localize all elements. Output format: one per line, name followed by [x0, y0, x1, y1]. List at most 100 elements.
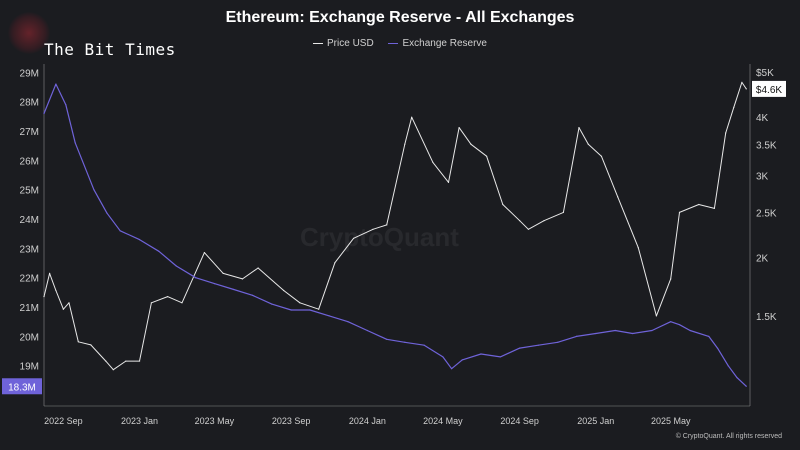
price-data-point	[578, 126, 580, 129]
price-data-point	[527, 228, 529, 230]
left-axis-tick-label: 27M	[20, 127, 39, 138]
right-axis-tick-label: 3.5K	[756, 140, 777, 151]
price-data-point	[485, 155, 488, 157]
price-data-point	[587, 143, 589, 145]
reserve-data-point	[347, 321, 349, 323]
reserve-data-point	[119, 230, 121, 232]
reserve-data-point	[575, 335, 578, 337]
reserve-data-point	[499, 356, 501, 358]
watermark-text: The Bit Times	[44, 40, 176, 59]
reserve-data-point	[106, 212, 108, 214]
price-data-point	[372, 228, 374, 230]
price-data-point	[222, 272, 224, 274]
reserve-data-point	[328, 315, 330, 317]
reserve-data-point	[65, 104, 67, 106]
price-data-point	[713, 207, 716, 209]
x-axis-tick-label: 2023 May	[195, 416, 235, 426]
reserve-data-point	[670, 321, 672, 323]
price-last-value-label: $4.6K	[756, 85, 782, 96]
reserve-data-point	[557, 341, 559, 343]
left-axis-tick-label: 20M	[20, 332, 39, 343]
price-data-point	[404, 143, 406, 145]
reserve-last-value-badge	[2, 378, 42, 395]
price-data-point	[299, 302, 301, 304]
price-data-point	[386, 224, 388, 226]
price-data-point	[733, 106, 735, 108]
x-axis-tick-label: 2024 Sep	[500, 416, 539, 426]
reserve-data-point	[158, 250, 160, 252]
legend-item-reserve[interactable]: Exchange Reserve	[388, 38, 487, 49]
legend-swatch-reserve	[388, 42, 399, 44]
right-axis-tick-label: 1.5K	[756, 312, 777, 323]
legend-swatch-price	[313, 42, 324, 44]
price-data-point	[502, 203, 504, 206]
reserve-data-point	[290, 309, 292, 311]
reserve-data-point	[138, 239, 141, 241]
price-data-point	[600, 155, 603, 157]
legend-label-reserve: Exchange Reserve	[402, 38, 487, 49]
price-data-point	[745, 88, 747, 90]
chart-legend: Price USD Exchange Reserve	[0, 38, 800, 49]
price-data-point	[617, 196, 619, 198]
reserve-last-value-label: 18.3M	[8, 382, 36, 393]
left-axis-tick-label: 28M	[20, 98, 39, 109]
price-data-point	[543, 220, 545, 222]
price-data-point	[55, 289, 57, 292]
reserve-data-point	[93, 189, 95, 191]
price-data-point	[150, 302, 152, 304]
reserve-data-point	[386, 338, 388, 340]
price-data-point	[49, 272, 51, 274]
price-data-point	[166, 295, 169, 298]
price-data-point	[318, 308, 320, 310]
reserve-data-point	[537, 344, 539, 346]
right-axis-tick-label: 4K	[756, 113, 769, 124]
chart-title: Ethereum: Exchange Reserve - All Exchang…	[225, 9, 575, 26]
reserve-data-point	[55, 83, 57, 85]
price-data-point	[43, 295, 45, 298]
price-data-point	[725, 132, 727, 134]
price-data-point	[655, 315, 657, 317]
reserve-data-point	[480, 353, 482, 355]
left-axis-tick-label: 22M	[20, 274, 39, 285]
price-last-value-badge	[752, 80, 786, 97]
price-data-point	[105, 360, 107, 362]
price-data-point	[112, 369, 114, 371]
right-axis-tick-label: 3K	[756, 171, 769, 182]
reserve-data-point	[233, 288, 235, 291]
x-axis-tick-label: 2025 May	[651, 416, 691, 426]
background-watermark: CryptoQuant	[300, 222, 459, 252]
reserve-data-point	[251, 294, 254, 296]
price-data-point	[637, 247, 639, 249]
left-axis-tick-label: 26M	[20, 156, 39, 167]
watermark-logo-icon	[8, 12, 50, 54]
price-data-point	[257, 267, 259, 269]
price-data-point	[77, 341, 79, 343]
x-axis-tick-label: 2023 Jan	[121, 416, 158, 426]
reserve-data-point	[519, 347, 521, 349]
legend-label-price: Price USD	[327, 38, 374, 49]
reserve-data-point	[43, 112, 45, 115]
price-data-point	[411, 116, 413, 118]
price-data-point	[458, 126, 460, 129]
price-data-point	[241, 278, 244, 280]
reserve-data-point	[632, 332, 634, 335]
reserve-data-point	[614, 329, 616, 332]
reserve-data-point	[678, 324, 681, 326]
reserve-data-point	[309, 309, 311, 311]
x-axis-tick-label: 2023 Sep	[272, 416, 311, 426]
reserve-data-point	[745, 385, 747, 387]
price-data-point	[125, 360, 127, 362]
price-data-point	[447, 181, 450, 183]
right-axis-tick-label: 2K	[756, 254, 769, 265]
reserve-data-point	[708, 335, 710, 337]
legend-item-price[interactable]: Price USD	[313, 38, 374, 49]
x-axis-tick-label: 2024 May	[423, 416, 463, 426]
reserve-data-point	[175, 265, 177, 267]
right-axis-tick-label: 2.5K	[756, 208, 777, 219]
left-axis-tick-label: 21M	[20, 303, 39, 314]
price-data-point	[470, 143, 472, 145]
price-data-point	[698, 203, 700, 206]
reserve-data-point	[736, 376, 738, 379]
x-axis-tick-label: 2024 Jan	[349, 416, 386, 426]
